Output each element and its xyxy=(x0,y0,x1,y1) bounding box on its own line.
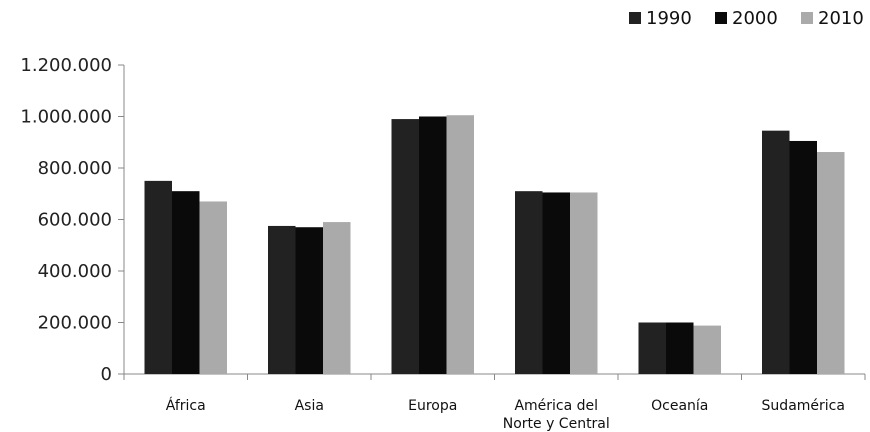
y-tick-label: 600.000 xyxy=(38,210,112,231)
category-label: América del xyxy=(514,398,598,414)
bar-2000 xyxy=(419,116,447,374)
y-tick-label: 200.000 xyxy=(38,313,112,334)
chart-category-labels: África Asia Europa América del Norte y Centr… xyxy=(166,397,845,432)
y-tick-label: 400.000 xyxy=(38,261,112,282)
legend-swatch xyxy=(629,12,641,24)
chart-axes: 0 200.000 400.000 600.000 800.000 1.000.000 1.… xyxy=(20,55,866,385)
legend-swatch xyxy=(715,12,727,24)
category-label: África xyxy=(166,397,206,414)
bar-1990 xyxy=(762,130,790,374)
legend-label: 2010 xyxy=(818,8,864,29)
y-tick-label: 1.000.000 xyxy=(20,107,112,128)
chart-legend: 1990 2000 2010 xyxy=(629,8,864,29)
category-label: Norte y Central xyxy=(503,416,610,432)
bar-2000 xyxy=(172,191,200,374)
bar-2010 xyxy=(323,222,351,374)
bar-1990 xyxy=(144,180,172,374)
bar-1990 xyxy=(638,322,666,374)
bar-2000 xyxy=(295,227,323,374)
bar-2000 xyxy=(542,192,570,374)
bar-2010 xyxy=(817,152,845,374)
bar-1990 xyxy=(391,119,419,374)
y-tick-label: 800.000 xyxy=(38,158,112,179)
legend-label: 2000 xyxy=(732,8,778,29)
category-label: Asia xyxy=(295,398,324,414)
category-label: Europa xyxy=(408,398,457,414)
legend-swatch xyxy=(801,12,813,24)
bar-1990 xyxy=(515,191,543,374)
y-tick-label: 0 xyxy=(101,364,112,385)
bar-2010 xyxy=(693,325,721,374)
chart-bars xyxy=(144,115,845,375)
category-label: Sudamérica xyxy=(762,398,845,414)
bar-2000 xyxy=(666,322,694,374)
category-label: Oceanía xyxy=(651,398,708,414)
bar-2010 xyxy=(570,192,598,374)
y-tick-label: 1.200.000 xyxy=(20,55,112,76)
bar-2010 xyxy=(446,115,474,375)
legend-label: 1990 xyxy=(646,8,692,29)
bar-2010 xyxy=(199,201,227,374)
bar-1990 xyxy=(268,225,296,374)
bar-2000 xyxy=(789,140,817,374)
